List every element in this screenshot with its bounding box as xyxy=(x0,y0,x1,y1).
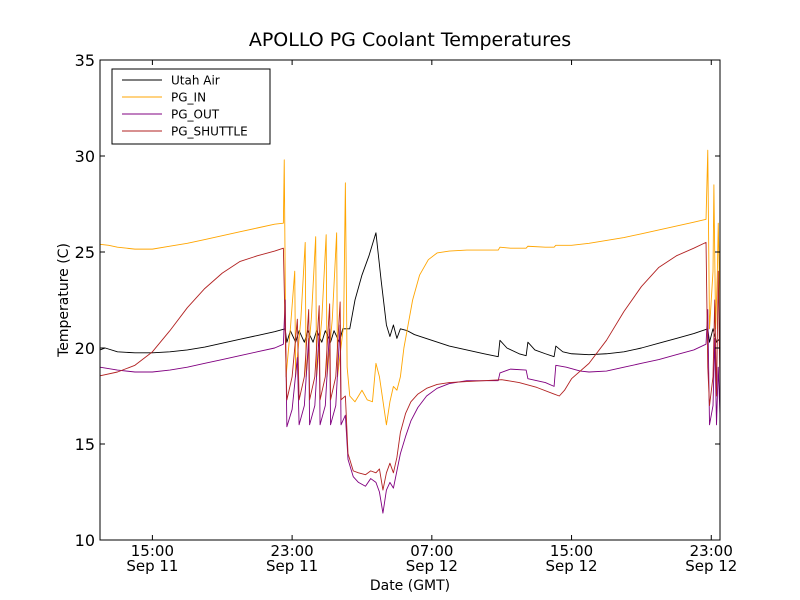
series-line-pg-shuttle xyxy=(99,241,721,491)
legend-entry: Utah Air xyxy=(122,74,220,88)
y-tick-label: 15 xyxy=(75,435,95,454)
legend-entry: PG_SHUTTLE xyxy=(122,125,248,139)
legend-label-utah-air: Utah Air xyxy=(171,74,220,88)
series-line-pg-in xyxy=(99,149,721,426)
y-axis: 10 15 20 25 30 35 xyxy=(75,51,720,550)
series-line-utah-air xyxy=(99,232,721,358)
y-tick-label: 30 xyxy=(75,147,95,166)
x-tick-label-date: Sep 11 xyxy=(126,557,178,575)
legend-entry: PG_OUT xyxy=(122,108,220,122)
x-tick-label-date: Sep 11 xyxy=(266,557,318,575)
legend-entry: PG_IN xyxy=(122,91,206,105)
y-tick-label: 20 xyxy=(75,339,95,358)
legend-label-pg-out: PG_OUT xyxy=(171,108,220,122)
y-tick-label: 10 xyxy=(75,531,95,550)
x-tick-label-date: Sep 12 xyxy=(685,557,737,575)
y-tick-label: 35 xyxy=(75,51,95,70)
legend-box xyxy=(111,68,271,145)
x-tick-label-time: 23:00 xyxy=(690,542,733,560)
legend-label-pg-shuttle: PG_SHUTTLE xyxy=(171,125,248,139)
legend-label-pg-in: PG_IN xyxy=(171,91,206,105)
plot-frame xyxy=(99,59,721,541)
chart-title: APOLLO PG Coolant Temperatures xyxy=(249,29,571,51)
x-tick-label-date: Sep 12 xyxy=(406,557,458,575)
plot-area xyxy=(99,149,721,514)
y-tick-label: 25 xyxy=(75,243,95,262)
x-tick-label-time: 15:00 xyxy=(550,542,593,560)
x-tick-label-date: Sep 12 xyxy=(545,557,597,575)
x-tick-label-time: 15:00 xyxy=(131,542,174,560)
y-axis-label: Temperature (C) xyxy=(56,243,72,358)
legend: Utah Air PG_IN PG_OUT PG_SHUTTLE xyxy=(111,68,271,145)
x-tick-label-time: 07:00 xyxy=(410,542,453,560)
x-axis-label: Date (GMT) xyxy=(370,578,450,594)
x-tick-label-time: 23:00 xyxy=(270,542,313,560)
